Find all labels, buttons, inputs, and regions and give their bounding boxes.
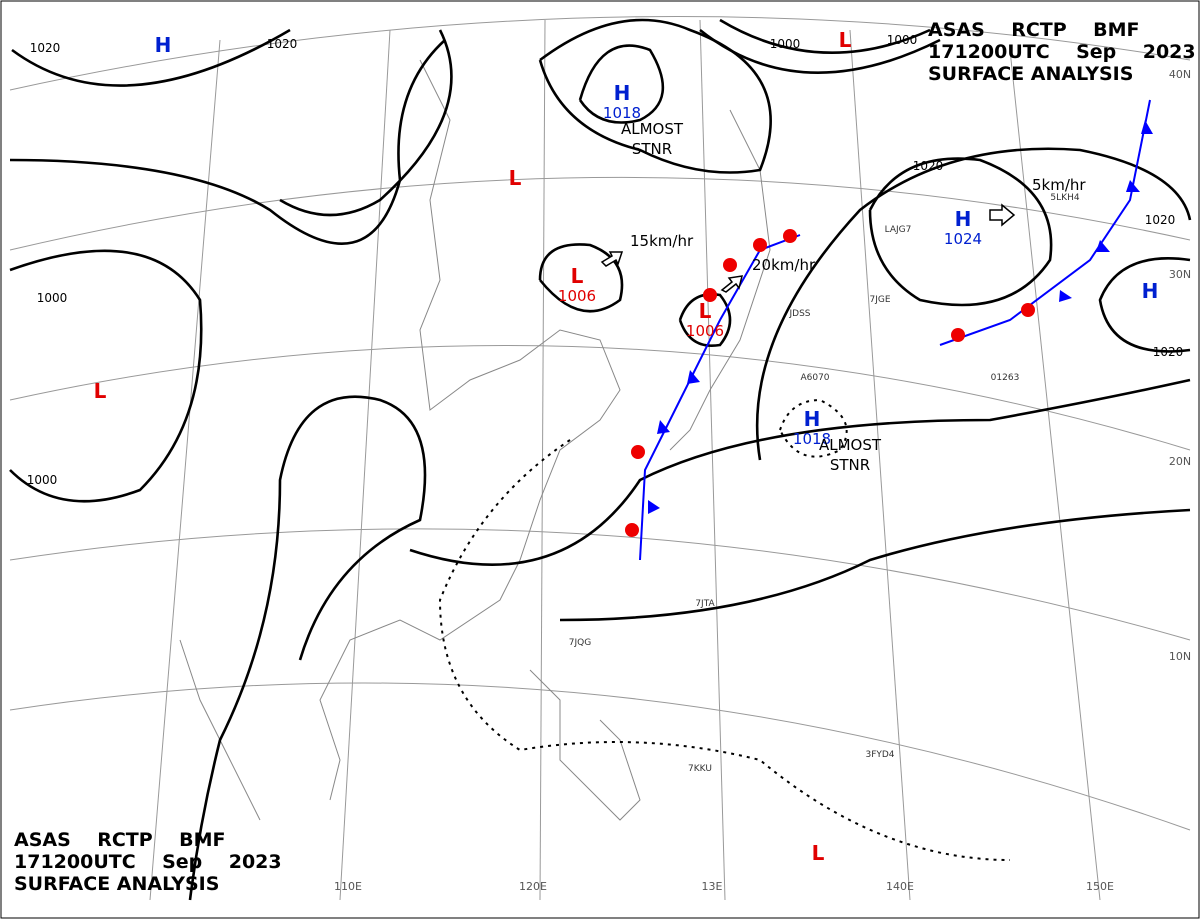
header-line: 171200UTC Sep 2023: [14, 851, 282, 873]
header-line: SURFACE ANALYSIS: [14, 873, 219, 895]
isobar-label: 1020: [1145, 213, 1176, 227]
isobar-label: 1000: [770, 37, 801, 51]
latitude-label: 20N: [1169, 455, 1191, 468]
motion-label: 15km/hr: [630, 232, 694, 250]
longitude-label: 140E: [886, 880, 914, 893]
motion-label: 5km/hr: [1032, 176, 1086, 194]
pressure-symbol: H: [155, 33, 172, 57]
pressure-symbol: L: [812, 841, 825, 865]
motion-label: 20km/hr: [752, 256, 816, 274]
ship-id: 3FYD4: [865, 750, 894, 760]
graticule: [9, 16, 1191, 901]
isobar-label: 1020: [913, 159, 944, 173]
longitude-label: 150E: [1086, 880, 1114, 893]
center-note: ALMOST: [621, 120, 684, 138]
isobar-label: 1000: [887, 33, 918, 47]
pressure-symbol: L: [571, 264, 584, 288]
isobar-label: 1020: [1153, 345, 1184, 359]
ship-id: 01263: [991, 373, 1020, 383]
pressure-symbol: L: [509, 166, 522, 190]
center-note: STNR: [632, 140, 672, 158]
longitude-label: 110E: [334, 880, 362, 893]
header-line: SURFACE ANALYSIS: [928, 63, 1133, 85]
header-line: ASAS RCTP BMF: [14, 829, 226, 851]
motion-arrows: [600, 203, 1016, 293]
isobars: [9, 18, 1192, 901]
header-line: ASAS RCTP BMF: [928, 19, 1140, 41]
latitude-label: 10N: [1169, 650, 1191, 663]
header-line: 171200UTC Sep 2023: [928, 41, 1196, 63]
ship-id: 7JQG: [569, 638, 591, 648]
ship-id: 5LKH4: [1050, 193, 1079, 203]
isobar-label: 1020: [30, 41, 61, 55]
pressure-symbol: H: [614, 81, 631, 105]
isobar-label: 1000: [27, 473, 58, 487]
latitude-label: 30N: [1169, 268, 1191, 281]
pressure-symbol: L: [699, 299, 712, 323]
isobar-label: 1020: [267, 37, 298, 51]
ship-id: 7KKU: [688, 764, 712, 774]
center-note: ALMOST: [819, 436, 882, 454]
ship-id: A6070: [800, 373, 829, 383]
longitude-label: 120E: [519, 880, 547, 893]
ship-id: LAJG7: [885, 225, 912, 235]
pressure-symbol: L: [839, 28, 852, 52]
pressure-symbol: L: [94, 379, 107, 403]
ship-id: 7JGE: [869, 295, 890, 305]
pressure-value: 1006: [686, 322, 724, 340]
pressure-symbol: H: [804, 407, 821, 431]
pressure-value: 1006: [558, 287, 596, 305]
pressure-value: 1024: [944, 230, 982, 248]
pressure-symbol: H: [1142, 279, 1159, 303]
center-note: STNR: [830, 456, 870, 474]
ship-id: 7JTA: [695, 599, 715, 609]
pressure-value: 1018: [603, 104, 641, 122]
fronts: [625, 99, 1153, 561]
pressure-value: 1018: [793, 430, 831, 448]
ship-id: JDSS: [788, 309, 810, 319]
latitude-label: 40N: [1169, 68, 1191, 81]
pressure-symbol: H: [955, 207, 972, 231]
longitude-label: 13E: [702, 880, 723, 893]
isobar-label: 1000: [37, 291, 68, 305]
